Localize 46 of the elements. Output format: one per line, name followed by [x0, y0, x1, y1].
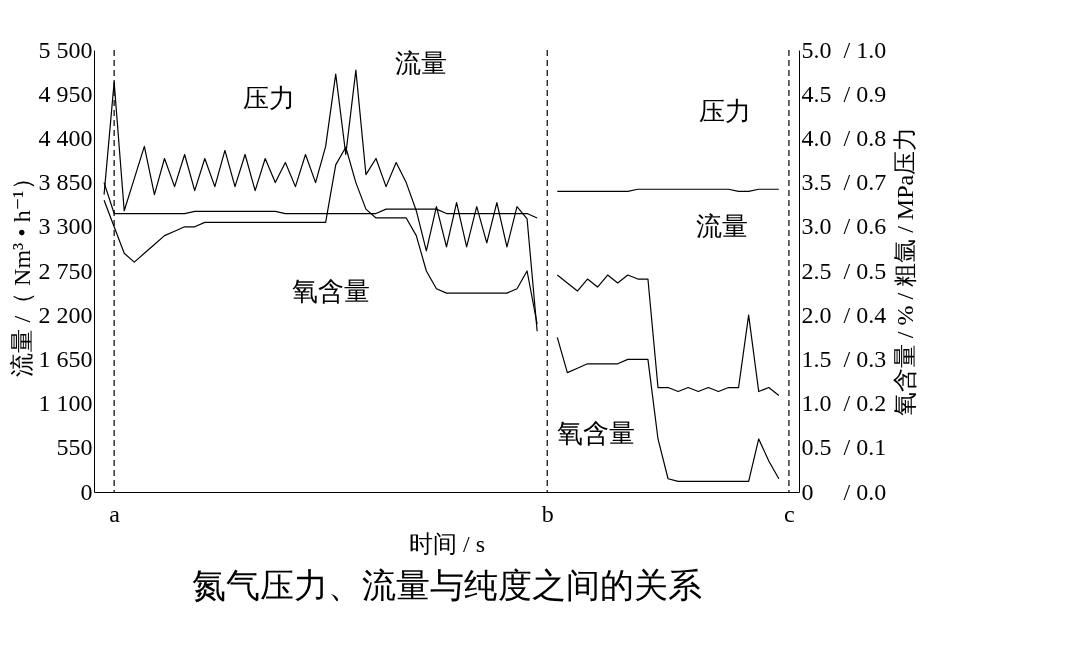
annotation: 压力 — [699, 97, 751, 126]
y2-tick-label: 0 — [801, 478, 814, 505]
y3-tick-label: / 1.0 — [843, 36, 887, 63]
annotation: 压力 — [243, 84, 295, 113]
y2-tick-label: 4.0 — [801, 124, 832, 151]
y2-tick-label: 3.0 — [801, 213, 832, 240]
y-tick-label: 4 950 — [38, 80, 93, 107]
y3-tick-label: / 0.3 — [843, 345, 887, 372]
y3-tick-label: / 0.4 — [843, 301, 887, 328]
y2-tick-label: 2.5 — [801, 257, 832, 284]
y-tick-label: 0 — [80, 478, 93, 505]
y3-tick-label: / 0.8 — [843, 124, 887, 151]
y-tick-label: 2 200 — [38, 301, 93, 328]
y3-tick-label: / 0.0 — [843, 478, 887, 505]
y-tick-label: 2 750 — [38, 257, 93, 284]
x-tick-label: a — [109, 500, 121, 527]
y-tick-label: 1 100 — [38, 390, 93, 417]
y2-tick-label: 3.5 — [801, 169, 832, 196]
annotation: 流量 — [395, 49, 447, 78]
text: 氮气压力、流量与纯度之间的关系 — [191, 567, 702, 604]
annotation: 氧含量 — [557, 419, 635, 448]
y3-tick-label: / 0.5 — [843, 257, 887, 284]
y3-tick-label: / 0.1 — [843, 434, 887, 461]
y2-tick-label: 2.0 — [801, 301, 832, 328]
y-axis-title: 流量 /（ Nm³ • h⁻¹） — [8, 166, 35, 377]
x-tick-label: c — [784, 500, 795, 527]
x-tick-label: b — [541, 500, 554, 527]
y3-tick-label: / 0.6 — [843, 213, 887, 240]
y2-tick-label: 4.5 — [801, 80, 832, 107]
y3-tick-label: / 0.2 — [843, 390, 887, 417]
x-axis-title: 时间 / s — [408, 530, 486, 557]
y-tick-label: 4 400 — [38, 124, 93, 151]
y-tick-label: 1 650 — [38, 345, 93, 372]
y-tick-label: 3 850 — [38, 169, 93, 196]
y2-tick-label: 1.0 — [801, 390, 832, 417]
y2-tick-label: 5.0 — [801, 36, 832, 63]
y-tick-label: 3 300 — [38, 213, 93, 240]
annotation: 氧含量 — [292, 277, 370, 306]
y2-tick-label: 0.5 — [801, 434, 832, 461]
y2-axis-title: 氧含量 / % / 粗氩 / MPa压力 — [892, 126, 919, 417]
y-tick-label: 5 500 — [38, 36, 93, 63]
y3-tick-label: / 0.9 — [843, 80, 887, 107]
y3-tick-label: / 0.7 — [843, 169, 887, 196]
annotation: 流量 — [696, 212, 748, 241]
y2-tick-label: 1.5 — [801, 345, 832, 372]
y-tick-label: 550 — [56, 434, 93, 461]
